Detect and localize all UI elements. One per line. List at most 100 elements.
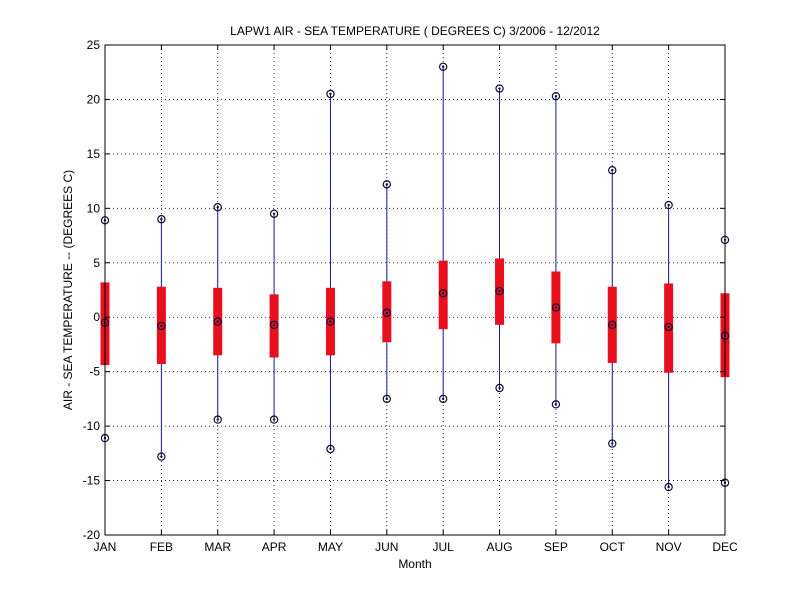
box-group-aug [495, 84, 505, 393]
min-marker [551, 400, 561, 409]
max-marker-dot [554, 94, 558, 98]
max-marker-dot [498, 87, 501, 90]
y-tick-label: 10 [87, 201, 101, 215]
y-axis-label: AIR - SEA TEMPERATURE -- (DEGREES C) [61, 170, 75, 410]
x-tick-label: MAR [204, 540, 231, 554]
median-marker [269, 320, 279, 330]
median-marker [213, 317, 222, 326]
max-marker-dot [385, 183, 389, 186]
median-marker-dot [667, 325, 670, 329]
x-tick-label: JUN [375, 540, 398, 554]
min-marker [664, 482, 673, 492]
median-marker [326, 317, 335, 326]
min-marker-dot [554, 403, 558, 406]
max-marker [664, 200, 673, 210]
median-marker [664, 322, 673, 332]
x-tick-label: JUL [433, 540, 455, 554]
min-marker [608, 439, 617, 448]
min-marker [326, 444, 335, 454]
x-tick-label: AUG [487, 540, 513, 554]
max-marker [213, 203, 222, 212]
box-group-jul [438, 62, 448, 404]
x-tick-label: OCT [600, 540, 626, 554]
median-marker [608, 320, 617, 330]
x-axis-label: Month [398, 557, 431, 571]
box-group-sep [551, 91, 561, 409]
x-tick-label: JAN [94, 540, 117, 554]
y-tick-label: 15 [87, 147, 101, 161]
max-marker-dot [611, 169, 614, 172]
median-marker-dot [272, 323, 276, 327]
max-marker [438, 62, 448, 71]
max-marker-dot [272, 212, 276, 215]
median-marker [551, 303, 561, 312]
y-tick-label: -15 [83, 474, 101, 488]
median-marker-dot [216, 320, 219, 323]
box-group-oct [607, 166, 617, 448]
x-tick-label: NOV [656, 540, 682, 554]
min-marker [438, 394, 448, 404]
max-marker-dot [667, 203, 670, 207]
median-marker [438, 289, 448, 298]
median-marker [382, 308, 392, 318]
median-marker-dot [385, 311, 389, 315]
iqr-box [438, 260, 448, 330]
x-tick-label: SEP [544, 540, 568, 554]
y-tick-label: 25 [87, 38, 101, 52]
box-group-jun [382, 180, 392, 404]
min-marker-dot [160, 455, 163, 458]
min-marker-dot [216, 418, 219, 421]
y-tick-label: 5 [93, 256, 100, 270]
x-tick-label: MAY [318, 540, 343, 554]
median-marker [157, 321, 166, 331]
y-tick-label: -20 [83, 528, 101, 542]
max-marker [326, 89, 335, 99]
min-marker-dot [441, 397, 445, 401]
median-marker-dot [611, 323, 614, 327]
min-marker [269, 415, 279, 424]
max-marker [551, 91, 561, 101]
x-tick-label: APR [262, 540, 287, 554]
y-tick-label: 0 [93, 310, 100, 324]
y-tick-label: -5 [89, 365, 100, 379]
tick-layer: -20 -15 -10 -5 0 5 10 15 20 25 JAN FEB MAR APR MAY JUN J… [83, 38, 738, 554]
min-marker-dot [498, 386, 501, 390]
min-marker-dot [611, 442, 614, 445]
x-tick-label: DEC [712, 540, 738, 554]
box-group-apr [269, 209, 279, 424]
box-group-feb [156, 215, 166, 461]
box-group-nov [664, 200, 674, 492]
max-marker-dot [216, 206, 219, 209]
box-group-mar [213, 203, 223, 424]
chart-title: LAPW1 AIR - SEA TEMPERATURE ( DEGREES C)… [230, 24, 600, 38]
max-marker [157, 215, 166, 224]
min-marker-dot [385, 397, 389, 401]
min-marker-dot [667, 485, 670, 489]
y-tick-label: 20 [87, 92, 101, 106]
x-tick-label: FEB [150, 540, 173, 554]
max-marker-dot [160, 218, 163, 221]
plot-frame [104, 44, 726, 536]
median-marker-dot [441, 292, 445, 295]
max-marker-dot [441, 65, 445, 68]
max-marker [382, 180, 392, 189]
median-marker-dot [160, 324, 163, 328]
min-marker [213, 415, 222, 424]
median-marker-dot [554, 306, 558, 309]
min-marker [157, 452, 166, 461]
min-marker [495, 383, 504, 393]
median-marker [495, 286, 504, 296]
min-marker-dot [329, 447, 332, 451]
median-marker-dot [498, 289, 501, 293]
min-marker-dot [272, 418, 276, 421]
max-marker [495, 84, 504, 93]
max-marker-dot [329, 92, 332, 96]
median-marker-dot [329, 320, 332, 323]
min-marker [382, 394, 392, 404]
y-tick-label: -10 [83, 419, 101, 433]
max-marker [269, 209, 279, 218]
max-marker [608, 166, 617, 175]
